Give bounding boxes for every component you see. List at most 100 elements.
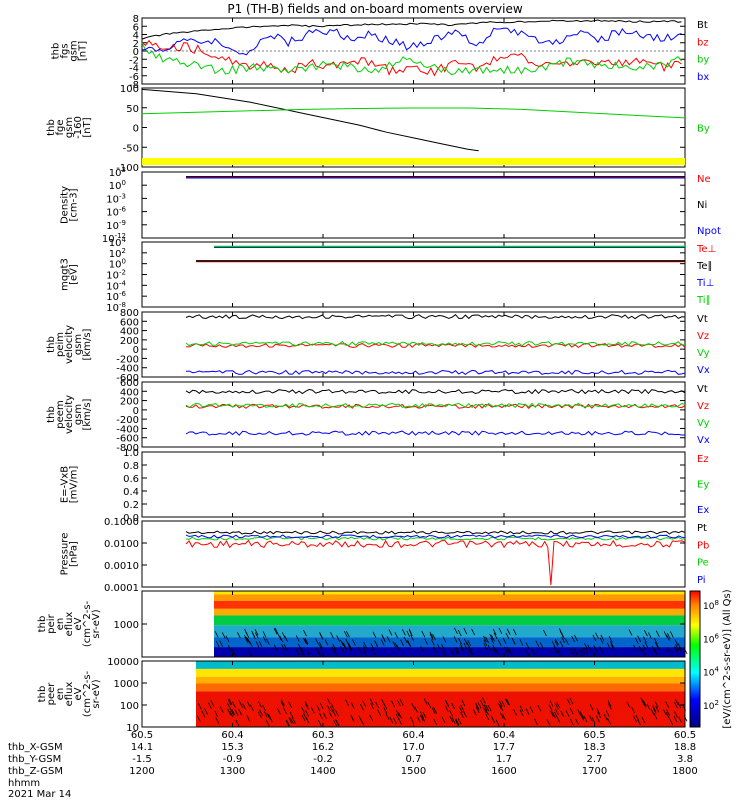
y-tick-label: 0.4 bbox=[123, 487, 139, 498]
spectrogram-texture bbox=[258, 640, 263, 648]
spectrogram-texture bbox=[244, 635, 248, 642]
spectrogram-texture bbox=[554, 640, 559, 647]
spectrogram-texture bbox=[221, 632, 226, 639]
x-row-label: hhmm bbox=[8, 778, 40, 789]
y-tick-label: 0.6 bbox=[123, 474, 139, 485]
spectrogram-texture bbox=[666, 647, 671, 654]
spectrogram-texture bbox=[483, 704, 488, 711]
spectrogram-texture bbox=[653, 648, 658, 655]
spectrogram-texture bbox=[506, 628, 511, 635]
spectrogram-texture bbox=[537, 704, 542, 712]
spectrogram-band bbox=[214, 647, 685, 657]
spectrogram-texture bbox=[579, 711, 584, 718]
spectrogram-texture bbox=[599, 637, 604, 644]
spectrogram-texture bbox=[512, 628, 517, 636]
spectrogram-texture bbox=[258, 711, 262, 718]
spectrogram-texture bbox=[529, 706, 534, 713]
spectrogram-texture bbox=[642, 700, 647, 707]
y-tick-label: 0.0 bbox=[123, 513, 139, 524]
spectrogram-texture bbox=[318, 644, 323, 651]
spectrogram-texture bbox=[673, 715, 678, 723]
spectrogram-texture bbox=[251, 630, 256, 637]
spectrogram-texture bbox=[497, 639, 502, 647]
spectrogram-texture bbox=[421, 630, 426, 638]
spectrogram-texture bbox=[350, 702, 355, 709]
y-axis-label: eflux bbox=[64, 612, 75, 637]
spectrogram-texture bbox=[208, 702, 212, 709]
spectrogram-texture bbox=[449, 715, 454, 723]
spectrogram-texture bbox=[394, 632, 399, 639]
spectrogram-texture bbox=[561, 632, 565, 640]
series-pressure-pb bbox=[185, 539, 686, 586]
spectrogram-texture bbox=[498, 703, 502, 710]
spectrogram-texture bbox=[408, 628, 413, 636]
spectrogram-texture bbox=[652, 707, 657, 714]
x-row-value: 60.4 bbox=[402, 730, 424, 741]
spectrogram-texture bbox=[569, 697, 574, 705]
spectrogram-texture bbox=[328, 711, 333, 718]
spectrogram-texture bbox=[330, 706, 334, 713]
y-axis-label: thb bbox=[46, 406, 57, 423]
spectrogram-texture bbox=[587, 644, 592, 651]
spectrogram-texture bbox=[463, 638, 468, 645]
y-tick-label: 10-3 bbox=[106, 192, 126, 205]
legend-vx: Vx bbox=[697, 365, 710, 376]
spectrogram-texture bbox=[215, 640, 220, 648]
y-axis-label: [nT] bbox=[78, 41, 89, 61]
spectrogram-texture bbox=[539, 642, 544, 649]
spectrogram-texture bbox=[666, 634, 670, 641]
spectrogram-texture bbox=[300, 650, 305, 657]
spectrogram-texture bbox=[483, 643, 488, 650]
spectrogram-texture bbox=[305, 703, 309, 710]
y-tick-label: 10 bbox=[126, 723, 139, 734]
spectrogram-texture bbox=[385, 713, 390, 720]
spectrogram-texture bbox=[215, 717, 220, 724]
spectrogram-texture bbox=[656, 644, 661, 651]
spectrogram-texture bbox=[254, 629, 259, 636]
spectrogram-texture bbox=[306, 650, 311, 657]
spectrogram-texture bbox=[232, 701, 236, 708]
spectrogram-texture bbox=[581, 647, 585, 655]
y-axis-label: en bbox=[55, 618, 66, 631]
spectrogram-texture bbox=[648, 632, 652, 639]
spectrogram-texture bbox=[266, 712, 271, 720]
spectrogram-texture bbox=[429, 633, 434, 641]
spectrogram-texture bbox=[276, 708, 281, 715]
legend-pb: Pb bbox=[697, 540, 709, 551]
legend-bt: Bt bbox=[697, 20, 708, 31]
spectrogram-texture bbox=[504, 647, 509, 655]
legend-vx: Vx bbox=[697, 435, 710, 446]
spectrogram-texture bbox=[277, 634, 282, 641]
spectrogram-texture bbox=[466, 641, 470, 649]
x-row-value: 16.2 bbox=[312, 742, 334, 753]
spectrogram-texture bbox=[297, 643, 302, 651]
spectrogram-texture bbox=[398, 712, 402, 719]
spectrogram-texture bbox=[262, 704, 267, 712]
series-bt bbox=[141, 19, 682, 40]
spectrogram-texture bbox=[301, 714, 306, 722]
legend-ez: Ez bbox=[697, 454, 709, 465]
spectrogram-texture bbox=[485, 713, 490, 721]
spectrogram-texture bbox=[674, 702, 678, 709]
y-tick-label: 800 bbox=[120, 308, 139, 319]
spectrogram-texture bbox=[455, 647, 460, 654]
spectrogram-texture bbox=[471, 628, 475, 636]
spectrogram-texture bbox=[431, 707, 436, 715]
spectrogram-texture bbox=[362, 645, 367, 652]
spectrogram-texture bbox=[317, 719, 322, 727]
spectrogram-texture bbox=[513, 709, 517, 716]
y-tick-label: -200 bbox=[116, 354, 139, 365]
legend-te-: Te∥ bbox=[696, 261, 713, 272]
spectrogram-texture bbox=[519, 709, 524, 716]
spectrogram-texture bbox=[399, 699, 404, 706]
y-axis-label: (cm^2-s- bbox=[82, 600, 93, 647]
spectrogram-texture bbox=[288, 717, 293, 724]
spectrogram-texture bbox=[487, 644, 492, 652]
spectrogram-texture bbox=[491, 716, 496, 724]
y-axis-label: [mV/m] bbox=[69, 466, 80, 504]
spectrogram-texture bbox=[481, 697, 486, 704]
legend-vy: Vy bbox=[697, 418, 710, 429]
spectrogram-texture bbox=[457, 718, 462, 725]
y-tick-label: -600 bbox=[116, 434, 139, 445]
spectrogram-texture bbox=[197, 703, 202, 710]
